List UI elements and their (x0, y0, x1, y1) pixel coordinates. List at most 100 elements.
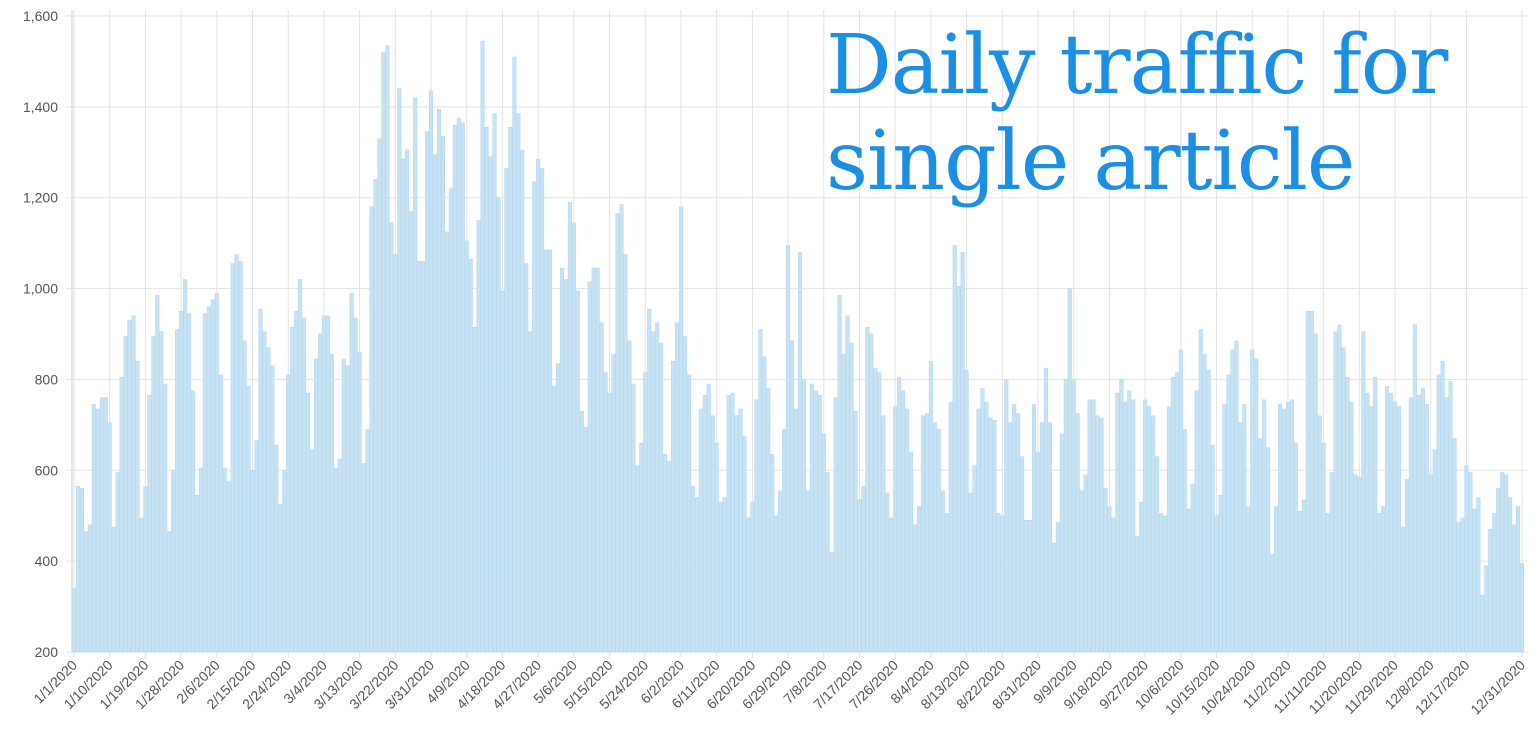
bar (163, 383, 168, 653)
bar (742, 435, 747, 653)
bar (912, 524, 918, 653)
bar (309, 449, 315, 653)
bar (1389, 392, 1394, 653)
bar (1079, 490, 1084, 653)
bar (1396, 406, 1402, 653)
bar (726, 395, 731, 653)
bar (484, 127, 489, 653)
bar (167, 531, 172, 653)
bar (805, 490, 810, 653)
bar (698, 408, 703, 653)
bar (504, 167, 509, 653)
bar (579, 410, 584, 653)
bar (639, 442, 644, 653)
bar (298, 279, 303, 653)
bar (202, 313, 207, 653)
bar (1325, 513, 1330, 653)
bar (905, 408, 910, 653)
bar (599, 322, 604, 653)
bar (1174, 372, 1179, 653)
bar (563, 279, 568, 653)
bar (924, 413, 929, 653)
bar (432, 154, 438, 653)
bar (1416, 395, 1421, 653)
bar (1035, 451, 1041, 653)
bar (607, 392, 612, 653)
bar (944, 513, 949, 653)
bar (619, 204, 624, 653)
bar (1321, 442, 1326, 653)
bar (1313, 333, 1318, 653)
bar (429, 90, 434, 653)
bar (1043, 367, 1048, 653)
bar (290, 326, 295, 653)
bar (940, 490, 945, 653)
bar (492, 113, 497, 653)
bar (893, 406, 898, 653)
bar (516, 113, 521, 653)
bar (1008, 422, 1013, 653)
bar (1024, 520, 1029, 653)
bar (928, 361, 933, 653)
bar (1166, 406, 1171, 653)
bar (1456, 522, 1461, 653)
bar (1436, 374, 1441, 653)
bar (246, 385, 251, 653)
bar (1051, 542, 1056, 653)
bar (797, 251, 803, 653)
bar (825, 472, 830, 653)
bar (1337, 324, 1342, 653)
bar (611, 354, 616, 653)
bar (631, 383, 636, 653)
bar (559, 267, 564, 653)
bar (730, 392, 735, 653)
bar (909, 451, 914, 653)
bar (1440, 361, 1445, 653)
bar (1071, 379, 1076, 653)
bar (853, 410, 858, 653)
bar (1504, 474, 1509, 653)
bar (956, 286, 961, 653)
bar (674, 322, 680, 653)
bar (1047, 422, 1052, 653)
bar (861, 485, 866, 653)
bar (413, 97, 418, 653)
bar (686, 374, 691, 653)
bar (1333, 331, 1338, 653)
bar (1266, 447, 1271, 653)
bar (421, 261, 426, 653)
bar (1103, 488, 1108, 653)
bar (897, 376, 902, 653)
bar (948, 401, 953, 653)
bar (1404, 479, 1409, 653)
bar (1480, 594, 1485, 653)
bar (210, 299, 215, 653)
bar (1032, 404, 1037, 653)
bar (1357, 476, 1362, 653)
bar (706, 383, 711, 653)
bar (702, 395, 707, 653)
bar (1099, 417, 1104, 653)
bar (980, 388, 985, 653)
bar (1016, 413, 1021, 653)
bar (274, 445, 279, 653)
bar (381, 52, 386, 653)
bar (992, 420, 997, 653)
bar (1500, 472, 1505, 653)
bar (968, 492, 973, 653)
bar (1170, 376, 1175, 653)
bar (1515, 506, 1521, 653)
bar (520, 149, 525, 653)
bar (1000, 515, 1005, 653)
bar (1285, 401, 1290, 653)
bar (793, 408, 799, 653)
bar (734, 415, 739, 653)
bar (782, 429, 787, 653)
bar (238, 261, 243, 653)
bar (1119, 379, 1124, 653)
bar (524, 263, 529, 653)
bar (1488, 529, 1493, 653)
bar (1400, 526, 1406, 653)
bar (1289, 399, 1294, 653)
bar (603, 372, 608, 653)
